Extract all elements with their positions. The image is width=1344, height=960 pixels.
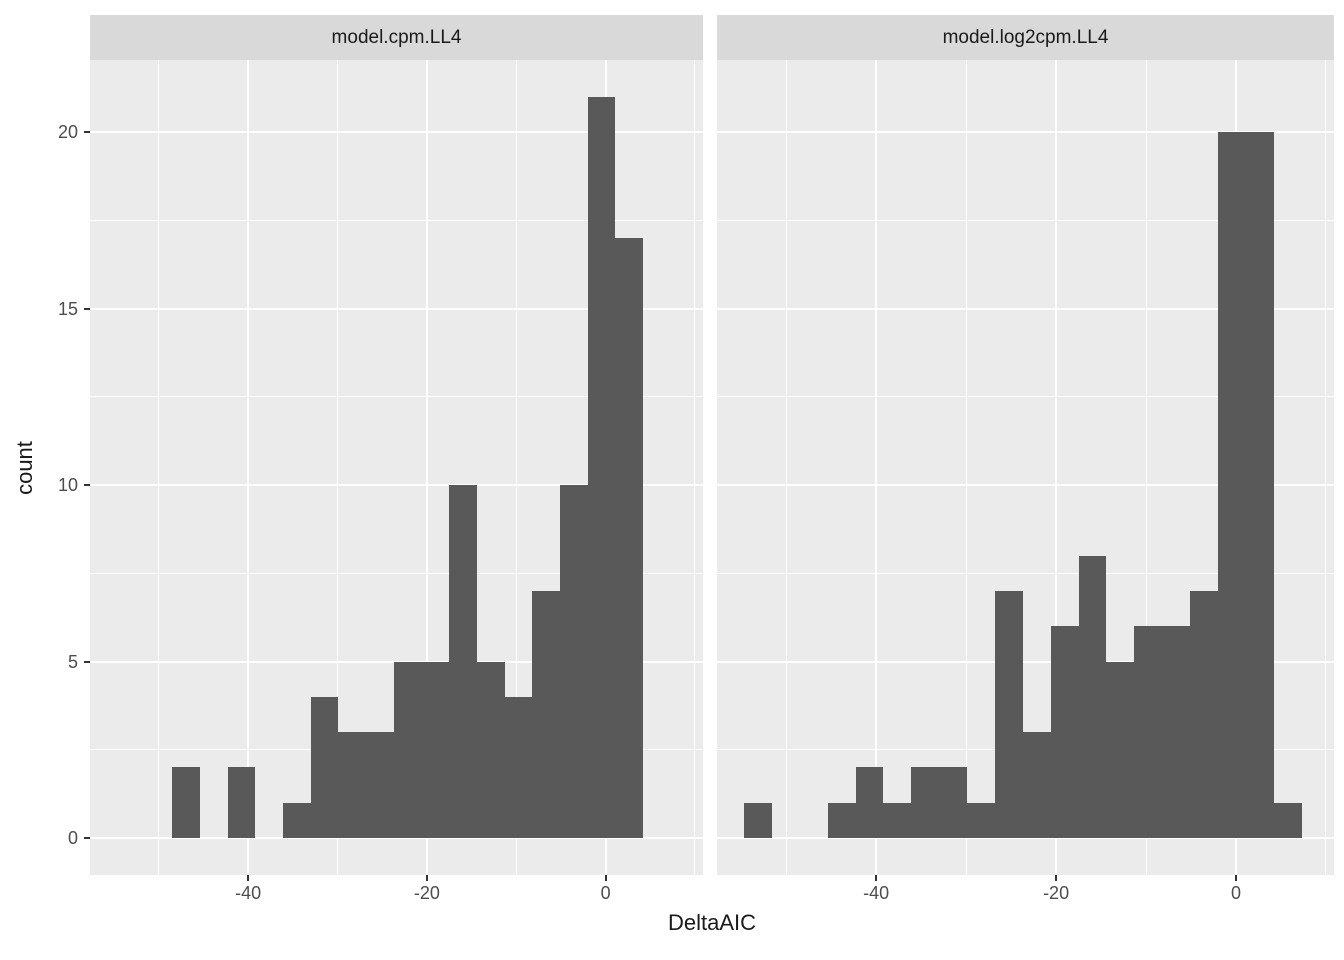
major-gridline-vertical (425, 60, 428, 875)
x-axis-tick-mark (425, 875, 428, 881)
histogram-bar (338, 732, 367, 838)
x-axis-tick-label: 0 (1230, 883, 1241, 903)
histogram-bar (1273, 802, 1302, 838)
minor-gridline-vertical (1325, 60, 1327, 875)
facet-strip-label: model.cpm.LL4 (331, 27, 462, 48)
histogram-bar (743, 802, 772, 838)
minor-gridline-horizontal (717, 572, 1334, 574)
histogram-bar (393, 661, 422, 838)
histogram-bar (855, 767, 884, 838)
histogram-bar (939, 767, 968, 838)
histogram-bar (587, 97, 616, 838)
x-axis-tick-mark (247, 875, 250, 881)
histogram-bar (449, 485, 477, 838)
histogram-bar (310, 696, 339, 838)
major-gridline-horizontal (717, 484, 1334, 487)
y-axis-tick-label: 0 (67, 827, 78, 848)
facet-strip-model-log2cpm-ll4: model.log2cpm.LL4 (717, 15, 1334, 60)
histogram-bar (560, 485, 588, 838)
histogram-bar (366, 732, 394, 838)
histogram-bar (911, 767, 940, 838)
minor-gridline-horizontal (90, 220, 703, 222)
facet-panel-model-cpm-ll4 (90, 60, 703, 875)
y-axis-tick-mark (84, 131, 90, 134)
histogram-bar (967, 802, 995, 838)
minor-gridline-vertical (515, 60, 517, 875)
x-axis-tick-mark (1055, 875, 1058, 881)
histogram-bar (227, 767, 256, 838)
histogram-bar (1162, 626, 1191, 838)
facet-strip-label: model.log2cpm.LL4 (942, 27, 1109, 48)
histogram-bar (827, 802, 856, 838)
minor-gridline-horizontal (90, 396, 703, 398)
histogram-bar (283, 802, 311, 838)
histogram-bar (476, 661, 505, 838)
histogram-bar (172, 767, 200, 838)
minor-gridline-vertical (785, 60, 787, 875)
histogram-bar (883, 802, 912, 838)
minor-gridline-vertical (337, 60, 339, 875)
major-gridline-vertical (1055, 60, 1058, 875)
major-gridline-vertical (875, 60, 878, 875)
histogram-bar (1106, 661, 1135, 838)
histogram-bar (615, 238, 644, 838)
facet-strip-model-cpm-ll4: model.cpm.LL4 (90, 15, 703, 60)
y-axis-tick-label: 20 (57, 122, 78, 143)
x-axis-tick-mark (604, 875, 607, 881)
y-axis-title: count (12, 440, 37, 495)
x-axis-tick-label: -20 (413, 883, 440, 903)
y-axis-tick-label: 15 (57, 298, 78, 319)
x-axis-tick-label: -20 (1043, 883, 1070, 903)
histogram-bar (1217, 132, 1246, 838)
major-gridline-horizontal (717, 660, 1334, 663)
histogram-bar (1050, 626, 1079, 838)
minor-gridline-vertical (965, 60, 967, 875)
x-axis-title: DeltaAIC (667, 910, 757, 935)
minor-gridline-vertical (158, 60, 160, 875)
histogram-bar (1190, 590, 1218, 838)
x-axis-tick-mark (875, 875, 878, 881)
histogram-bar (1245, 132, 1274, 838)
histogram-bar (994, 590, 1023, 838)
y-axis-tick-label: 10 (57, 475, 78, 496)
x-axis-tick-mark (1234, 875, 1237, 881)
y-axis-tick-mark (84, 660, 90, 663)
x-axis-tick-label: 0 (600, 883, 611, 903)
major-gridline-horizontal (90, 307, 703, 310)
minor-gridline-horizontal (90, 572, 703, 574)
y-axis-tick-mark (84, 484, 90, 487)
y-axis-tick-mark (84, 836, 90, 839)
minor-gridline-horizontal (717, 220, 1334, 222)
histogram-bar (1134, 626, 1163, 838)
histogram-bar (1078, 555, 1107, 838)
x-axis-tick-label: -40 (235, 883, 262, 903)
minor-gridline-horizontal (717, 396, 1334, 398)
minor-gridline-vertical (694, 60, 696, 875)
histogram-bar (532, 590, 560, 838)
major-gridline-horizontal (90, 131, 703, 134)
y-axis-tick-label: 5 (67, 651, 78, 672)
major-gridline-horizontal (717, 131, 1334, 134)
major-gridline-horizontal (717, 836, 1334, 839)
facet-panel-model-log2cpm-ll4 (717, 60, 1334, 875)
histogram-bar (421, 661, 450, 838)
histogram-bar (504, 696, 533, 838)
minor-gridline-vertical (1145, 60, 1147, 875)
major-gridline-vertical (247, 60, 250, 875)
y-axis-tick-mark (84, 307, 90, 310)
histogram-bar (1022, 732, 1051, 838)
major-gridline-horizontal (90, 484, 703, 487)
x-axis-tick-label: -40 (863, 883, 890, 903)
major-gridline-horizontal (717, 307, 1334, 310)
major-gridline-horizontal (90, 836, 703, 839)
